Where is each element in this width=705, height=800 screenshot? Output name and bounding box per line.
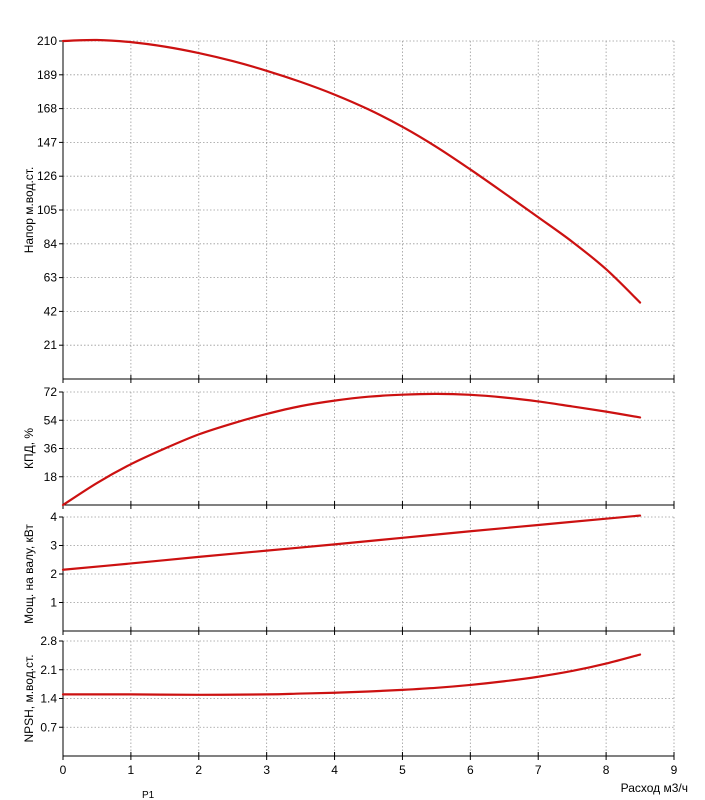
y-tick-label: 54 <box>44 413 58 427</box>
x-tick-label: 0 <box>60 763 67 777</box>
y-tick-label: 189 <box>37 68 57 82</box>
series-line-efficiency <box>61 392 642 507</box>
y-tick-label: 36 <box>44 442 58 456</box>
series-line-npsh <box>61 653 642 696</box>
series-line-power <box>61 514 642 571</box>
panel-npsh: 0.7 1.4 2.1 2.8 NPSH, м.вод.ст. <box>22 634 675 760</box>
x-axis-label: Расход м3/ч <box>621 781 688 795</box>
x-tick-label: 8 <box>603 763 610 777</box>
x-tick-label: 4 <box>331 763 338 777</box>
footer-label: P1 <box>142 790 155 800</box>
y-tick-label: 21 <box>44 338 58 352</box>
x-tick-label: 1 <box>128 763 135 777</box>
y-axis-label: КПД, % <box>22 428 36 469</box>
panel-head: 21 42 63 84 105 126 147 168 189 210 Напор м.вод.ст… <box>22 34 675 383</box>
y-axis-label: NPSH, м.вод.ст. <box>22 654 36 742</box>
y-tick-label: 84 <box>44 237 58 251</box>
y-tick-label: 105 <box>37 203 57 217</box>
y-tick-label: 168 <box>37 102 57 116</box>
y-axis-label: Мощ. на валу, кВт <box>22 524 36 624</box>
y-tick-label: 2 <box>50 567 57 581</box>
y-tick-label: 1.4 <box>40 692 57 706</box>
y-tick-label: 126 <box>37 169 57 183</box>
y-tick-label: 1 <box>50 596 57 610</box>
series-line-head <box>61 38 642 304</box>
y-tick-label: 63 <box>44 271 58 285</box>
y-tick-label: 42 <box>44 304 58 318</box>
y-tick-label: 0.7 <box>40 720 57 734</box>
x-tick-label: 3 <box>263 763 270 777</box>
y-tick-label: 2.1 <box>40 663 57 677</box>
y-tick-label: 18 <box>44 470 58 484</box>
y-tick-label: 210 <box>37 34 57 48</box>
y-tick-label: 4 <box>50 510 57 524</box>
x-tick-label: 6 <box>467 763 474 777</box>
x-tick-label: 5 <box>399 763 406 777</box>
x-tick-label: 7 <box>535 763 542 777</box>
panel-efficiency: 18 36 54 72 КПД, % <box>22 385 675 509</box>
y-axis-label: Напор м.вод.ст. <box>22 167 36 254</box>
y-tick-label: 3 <box>50 539 57 553</box>
y-tick-label: 147 <box>37 135 57 149</box>
y-tick-label: 72 <box>44 385 58 399</box>
x-tick-label: 9 <box>671 763 678 777</box>
panel-power: 1 2 3 4 Мощ. на валу, кВт <box>22 510 675 635</box>
y-tick-label: 2.8 <box>40 634 57 648</box>
x-tick-label: 2 <box>195 763 202 777</box>
